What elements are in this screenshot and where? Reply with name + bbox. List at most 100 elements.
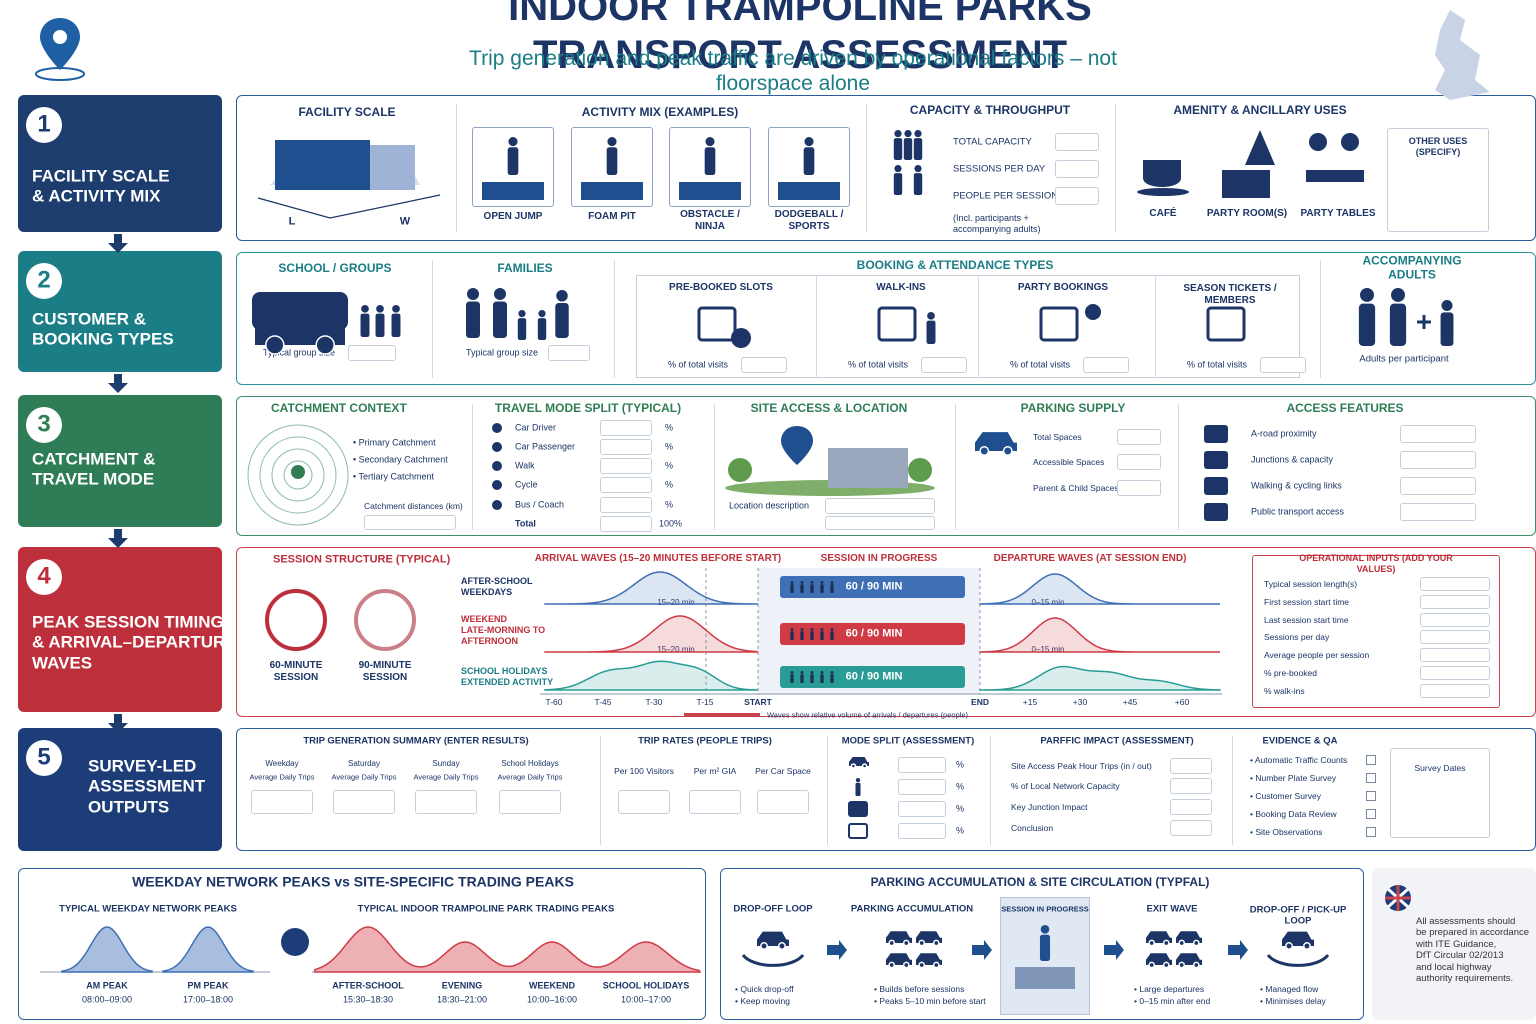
label: OPERATIONAL INPUTS (ADD YOUR VALUES) <box>1299 553 1453 574</box>
checkbox <box>1366 809 1376 819</box>
panel-outputs <box>236 728 1536 851</box>
input-box <box>1420 612 1490 627</box>
label: • Keep moving <box>735 995 790 1006</box>
step-label: SURVEY-LED ASSESSMENT OUTPUTS <box>88 756 206 817</box>
label: BOOKING & ATTENDANCE TYPES <box>856 257 1054 272</box>
label: Average people per session <box>1264 650 1370 661</box>
input-box <box>1055 187 1099 205</box>
label: Weekday <box>265 759 299 769</box>
input-box <box>1170 799 1212 815</box>
label: Site Access Peak Hour Trips (in / out) <box>1011 760 1152 771</box>
divider <box>600 736 601 845</box>
label: TOTAL CAPACITY <box>953 136 1032 148</box>
label: Typical group size <box>263 347 336 358</box>
label: • Booking Data Review <box>1250 808 1337 819</box>
label: % <box>665 422 674 433</box>
label: 17:00–18:00 <box>182 994 234 1005</box>
divider <box>955 404 956 530</box>
label: 0–15 min <box>1031 598 1065 608</box>
input-box <box>1117 454 1161 470</box>
label: School Holidays <box>501 759 559 769</box>
label: DODGEBALL / SPORTS <box>774 209 844 232</box>
label: FAMILIES <box>497 260 553 275</box>
icon <box>40 18 80 70</box>
label: PARTY TABLES <box>1300 208 1376 219</box>
label: • Customer Survey <box>1250 790 1321 801</box>
divider <box>978 275 979 378</box>
label: AFTER-SCHOOL <box>332 980 404 991</box>
page-title: INDOOR TRAMPOLINE PARKS TRANSPORT ASSESS… <box>508 0 1092 77</box>
input-box <box>741 357 787 373</box>
input-box <box>1420 666 1490 680</box>
label: +45 <box>1122 696 1138 707</box>
input-box <box>689 790 741 814</box>
label: • Secondary Catchment <box>353 454 448 465</box>
label: OPEN JUMP <box>483 211 543 222</box>
label: Sunday <box>432 759 460 769</box>
input-box <box>364 515 456 530</box>
label: AMENITY & ANCILLARY USES <box>1173 102 1347 117</box>
divider <box>990 736 991 845</box>
input-box <box>600 420 652 436</box>
label: SCHOOL HOLIDAYS EXTENDED ACTIVITY <box>461 666 554 687</box>
label: 90 <box>375 601 395 621</box>
label: TYPICAL INDOOR TRAMPOLINE PARK TRADING P… <box>357 903 615 915</box>
input-box <box>548 345 590 361</box>
label: Parent & Child Spaces <box>1033 482 1119 493</box>
label: SEASON TICKETS / MEMBERS <box>1183 283 1277 306</box>
input-box <box>1400 503 1476 521</box>
label: EVENING <box>441 980 483 991</box>
label: A-road proximity <box>1251 428 1317 439</box>
icon <box>35 67 85 81</box>
label: MODE SPLIT (ASSESSMENT) <box>841 735 975 747</box>
label: Per 100 Visitors <box>614 765 674 776</box>
input-box <box>251 790 313 814</box>
label: Survey Dates <box>1414 762 1466 773</box>
input-box <box>1055 133 1099 151</box>
divider <box>432 260 433 378</box>
label: Location description <box>729 500 810 511</box>
input-box <box>757 790 809 814</box>
label: Typical session length(s) <box>1264 578 1358 589</box>
survey-dates-box <box>1390 748 1490 838</box>
label: Cycle <box>515 479 538 490</box>
label: DROP-OFF LOOP <box>733 903 813 915</box>
label: % <box>956 759 965 770</box>
label: WALK-INS <box>876 282 926 293</box>
label: PARTY ROOM(S) <box>1206 208 1288 219</box>
label: OBSTACLE / NINJA <box>680 209 740 232</box>
input-box <box>1400 425 1476 443</box>
label: PARKING ACCUMULATION <box>850 903 974 915</box>
label: PRE-BOOKED SLOTS <box>669 282 773 293</box>
label: % walk-ins <box>1264 685 1305 696</box>
label: DROP-OFF / PICK-UP LOOP <box>1249 904 1347 927</box>
input-box <box>1170 820 1212 836</box>
label: WEEKDAY NETWORK PEAKS vs SITE-SPECIFIC T… <box>132 873 574 890</box>
label: Average Daily Trips <box>331 772 397 782</box>
label: 60 / 90 MIN <box>845 627 903 640</box>
label: Catchment distances (km) <box>364 500 463 511</box>
label: MIN <box>374 622 396 635</box>
label: 60 / 90 MIN <box>845 670 903 683</box>
label: Saturday <box>347 759 381 769</box>
label: • 0–15 min after end <box>1134 995 1211 1006</box>
label: 0–15 min <box>1031 645 1065 655</box>
label: SCHOOL HOLIDAYS <box>602 980 690 991</box>
session-highlight <box>1000 897 1090 1015</box>
input-box <box>1400 477 1476 495</box>
label: L <box>288 215 296 228</box>
label: % <box>956 781 965 792</box>
icon <box>53 30 67 44</box>
label: TRAVEL MODE SPLIT (TYPICAL) <box>494 400 682 415</box>
label: • Site Observations <box>1250 826 1323 837</box>
label: Key Junction Impact <box>1011 801 1088 812</box>
label: TYPICAL WEEKDAY NETWORK PEAKS <box>59 903 237 915</box>
step-number: 1 <box>37 110 51 138</box>
label: Total <box>515 518 536 529</box>
label: 100% <box>659 518 683 529</box>
label: T-30 <box>645 696 663 707</box>
label: Conclusion <box>1011 822 1054 833</box>
label: Average Daily Trips <box>497 772 563 782</box>
label: % of total visits <box>668 359 729 370</box>
input-box <box>600 439 652 455</box>
